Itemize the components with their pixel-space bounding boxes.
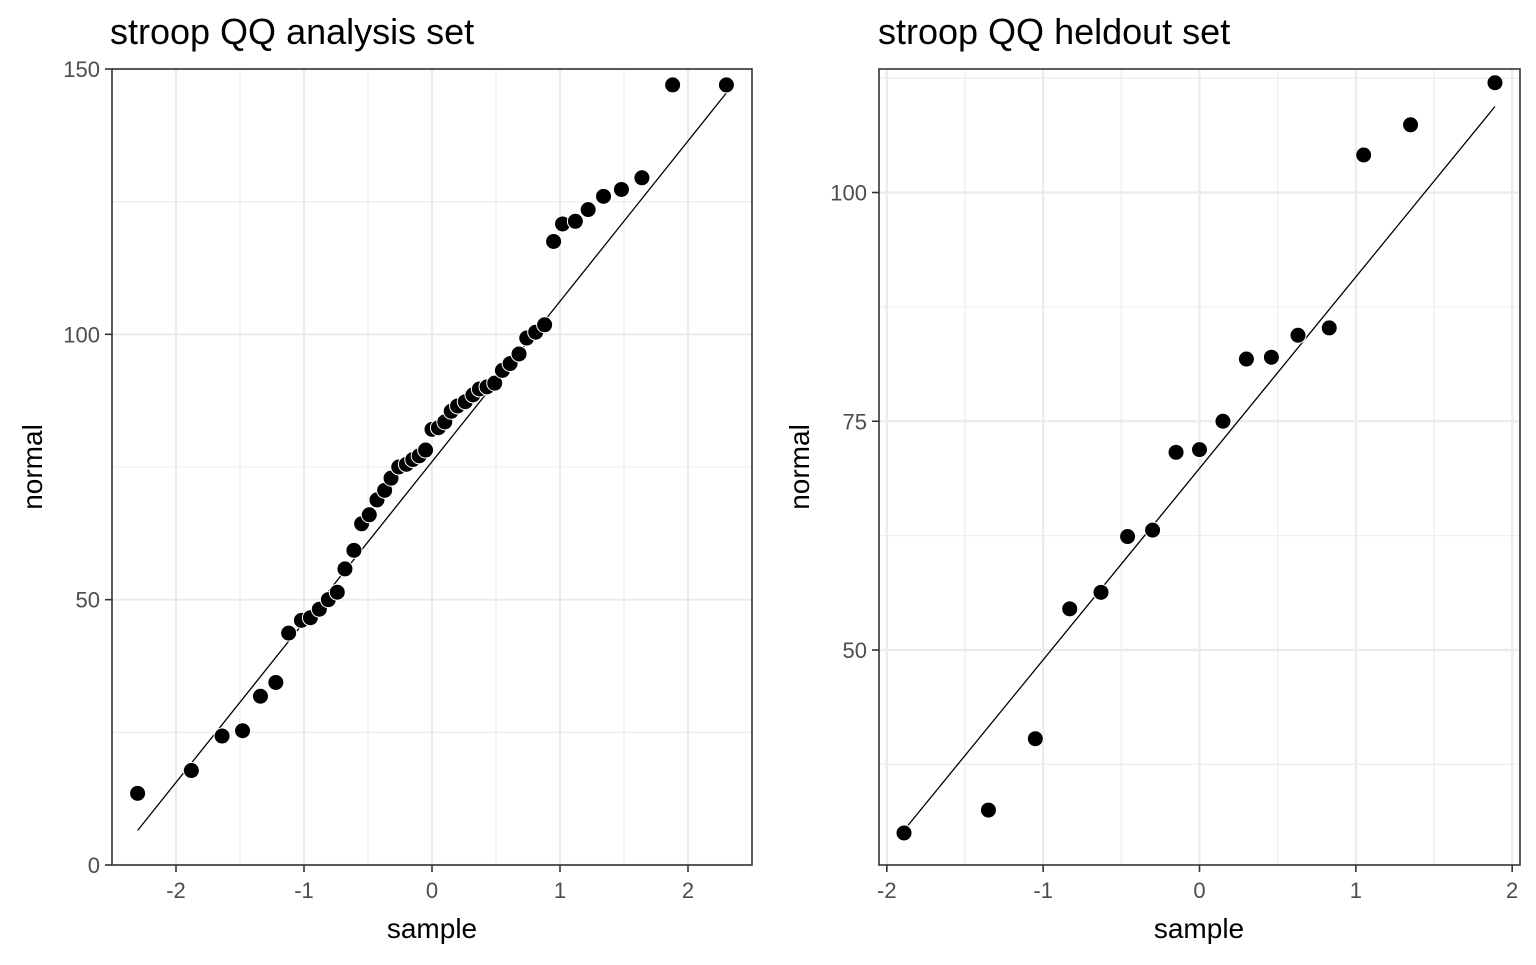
heldout-major-gridlines: [879, 69, 1520, 865]
analysis-data-point: [280, 624, 298, 642]
heldout-y-tick-label: 100: [830, 181, 867, 206]
heldout-x-tick-label: -2: [877, 878, 897, 903]
analysis-data-point: [595, 187, 613, 205]
heldout-data-point: [1191, 441, 1208, 459]
heldout-tick-labels: -2 -1 0 1 2 50 75 100: [830, 181, 1518, 903]
heldout-data-point: [1092, 583, 1110, 601]
analysis-y-tick-label: 150: [63, 57, 100, 82]
heldout-data-point: [1167, 443, 1185, 461]
analysis-tick-labels: -2 -1 0 1 2 0 50 100 150: [63, 57, 694, 903]
analysis-data-point: [510, 345, 528, 363]
heldout-data-point: [1486, 74, 1504, 92]
analysis-data-point: [717, 76, 735, 94]
analysis-data-point: [345, 541, 363, 559]
heldout-y-tick-label: 50: [843, 638, 867, 663]
heldout-panel: -2 -1 0 1 2 50 75 100 stroop QQ heldout set sam…: [784, 11, 1521, 944]
heldout-data-point: [1289, 326, 1307, 344]
analysis-data-point: [545, 232, 563, 250]
heldout-data-point: [1144, 521, 1162, 539]
heldout-y-axis-title: normal: [784, 424, 815, 510]
heldout-x-tick-label: 2: [1506, 878, 1518, 903]
analysis-x-tick-label: 1: [554, 878, 566, 903]
heldout-x-tick-label: 1: [1350, 878, 1362, 903]
heldout-data-point: [1355, 146, 1373, 164]
heldout-data-point: [1119, 528, 1137, 546]
heldout-data-point: [1026, 730, 1044, 748]
analysis-x-tick-label: 0: [426, 878, 438, 903]
analysis-data-point: [182, 762, 200, 780]
analysis-x-tick-label: -2: [166, 878, 186, 903]
analysis-data-point: [664, 76, 682, 94]
analysis-y-tick-label: 100: [63, 322, 100, 347]
analysis-data-point: [417, 441, 435, 459]
analysis-data-point: [633, 169, 651, 187]
analysis-data-point: [536, 316, 554, 334]
analysis-y-axis-title: normal: [17, 424, 48, 510]
heldout-x-tick-label: -1: [1033, 878, 1053, 903]
analysis-x-tick-label: -1: [294, 878, 314, 903]
analysis-reference-line: [137, 92, 727, 831]
analysis-data-point: [579, 201, 597, 219]
heldout-data-point: [895, 824, 913, 842]
analysis-data-point: [251, 687, 269, 705]
analysis-data-point: [213, 727, 231, 745]
analysis-data-point: [612, 180, 630, 198]
heldout-data-point: [1061, 600, 1079, 618]
analysis-x-tick-label: 2: [682, 878, 694, 903]
analysis-chart-title: stroop QQ analysis set: [110, 11, 474, 52]
analysis-data-point: [267, 673, 285, 691]
heldout-x-axis-title: sample: [1154, 913, 1244, 944]
analysis-y-tick-label: 50: [76, 588, 100, 613]
heldout-x-tick-label: 0: [1193, 878, 1205, 903]
heldout-y-tick-label: 75: [843, 409, 867, 434]
heldout-data-point: [1262, 348, 1280, 366]
analysis-data-point: [566, 212, 584, 230]
analysis-x-axis-title: sample: [387, 913, 477, 944]
heldout-data-point: [1214, 412, 1232, 430]
analysis-data-point: [129, 784, 147, 802]
analysis-data-point: [360, 506, 378, 524]
heldout-chart-title: stroop QQ heldout set: [878, 11, 1230, 52]
heldout-data-point: [1237, 350, 1255, 368]
heldout-points: [895, 74, 1504, 842]
analysis-data-point: [486, 374, 504, 392]
heldout-data-point: [979, 801, 997, 819]
heldout-data-point: [1320, 319, 1338, 337]
heldout-axis-ticks: [872, 191, 1513, 872]
heldout-data-point: [1402, 116, 1420, 134]
analysis-data-point: [328, 583, 346, 601]
analysis-points: [129, 76, 735, 802]
heldout-reference-line: [903, 106, 1496, 831]
analysis-y-tick-label: 0: [88, 853, 100, 878]
analysis-data-point: [234, 722, 252, 740]
analysis-data-point: [336, 560, 354, 578]
analysis-axis-ticks: [105, 68, 689, 872]
